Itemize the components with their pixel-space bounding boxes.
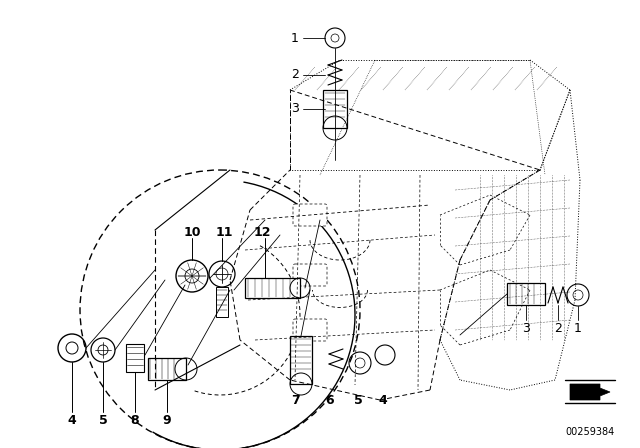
- Text: 1: 1: [574, 322, 582, 335]
- Text: 4: 4: [379, 393, 387, 406]
- Bar: [148, 358, 186, 380]
- FancyBboxPatch shape: [293, 264, 327, 286]
- Text: 2: 2: [291, 69, 299, 82]
- Text: 00259384: 00259384: [565, 427, 614, 437]
- Text: 5: 5: [99, 414, 108, 426]
- Polygon shape: [570, 384, 610, 400]
- Bar: [126, 344, 144, 372]
- Text: 3: 3: [522, 322, 530, 335]
- Bar: [507, 283, 545, 305]
- Bar: [245, 278, 300, 298]
- Text: 2: 2: [554, 322, 562, 335]
- Text: 12: 12: [253, 225, 271, 238]
- Bar: [323, 90, 347, 128]
- Text: 11: 11: [215, 225, 233, 238]
- Bar: [216, 287, 228, 317]
- Text: 7: 7: [292, 393, 300, 406]
- Text: 9: 9: [163, 414, 172, 426]
- Text: 1: 1: [291, 31, 299, 44]
- Bar: [290, 336, 312, 384]
- Text: 3: 3: [291, 103, 299, 116]
- Text: 6: 6: [326, 393, 334, 406]
- Text: 10: 10: [183, 225, 201, 238]
- Text: 5: 5: [354, 393, 362, 406]
- FancyBboxPatch shape: [293, 319, 327, 341]
- Text: 4: 4: [68, 414, 76, 426]
- FancyBboxPatch shape: [293, 204, 327, 226]
- Text: 8: 8: [131, 414, 140, 426]
